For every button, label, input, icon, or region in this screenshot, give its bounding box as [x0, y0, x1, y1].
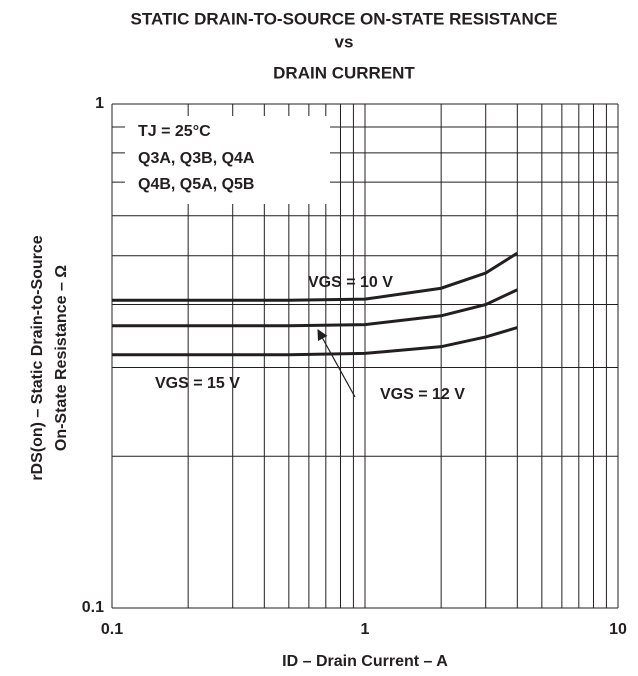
y-tick-label: 0.1 — [82, 599, 104, 616]
chart-title: vs — [335, 32, 354, 51]
y-axis-label: On-State Resistance – Ω — [53, 265, 70, 451]
series-label: VGS = 10 V — [308, 274, 393, 291]
data-line — [112, 326, 518, 357]
annotation-box — [125, 116, 330, 204]
x-tick-label: 0.1 — [101, 621, 123, 638]
data-line — [112, 251, 519, 302]
chart-title: DRAIN CURRENT — [273, 63, 415, 82]
annotation: Q3A, Q3B, Q4A — [138, 150, 255, 167]
leader-line — [317, 329, 356, 398]
series-label: VGS = 12 V — [380, 386, 465, 403]
y-tick-label: 1 — [95, 95, 104, 112]
x-axis-label: ID – Drain Current – A — [282, 653, 448, 670]
series-label: VGS = 15 V — [155, 375, 240, 392]
chart-title: STATIC DRAIN-TO-SOURCE ON-STATE RESISTAN… — [131, 9, 558, 28]
data-line — [112, 288, 518, 328]
x-tick-label: 1 — [361, 621, 370, 638]
annotation: Q4B, Q5A, Q5B — [138, 176, 254, 193]
x-tick-label: 10 — [609, 621, 627, 638]
y-axis-label: rDS(on) – Static Drain-to-Source — [29, 235, 46, 480]
annotation: TJ = 25°C — [138, 123, 211, 140]
